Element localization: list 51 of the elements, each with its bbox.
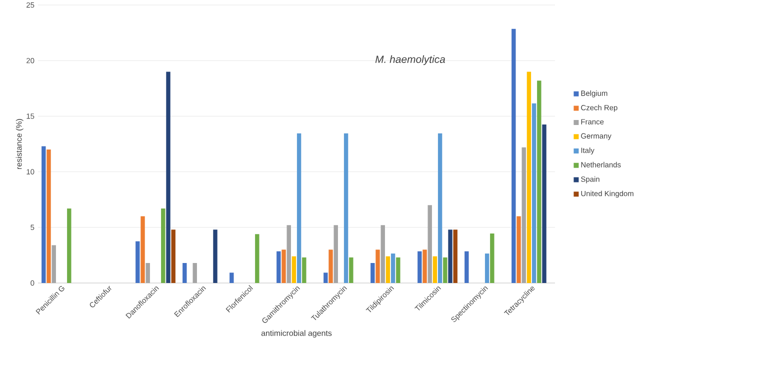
bar [230, 272, 234, 283]
bar [453, 230, 458, 283]
bar [161, 208, 166, 283]
bar [46, 150, 51, 283]
bar [282, 250, 286, 283]
bar [448, 230, 452, 283]
bar [213, 230, 218, 283]
bar [255, 234, 260, 283]
bar [42, 146, 46, 283]
bar [432, 256, 438, 283]
bar [334, 225, 338, 283]
bar [522, 147, 526, 283]
bar [512, 28, 516, 283]
text: M. haemolytica [375, 55, 446, 66]
bar [526, 72, 532, 283]
bar [296, 133, 302, 283]
bar [52, 245, 56, 283]
bar [422, 250, 427, 283]
bar [171, 230, 176, 283]
bar [386, 256, 390, 283]
bar [396, 257, 400, 283]
bar [484, 254, 490, 283]
bar [516, 216, 521, 283]
bar [286, 225, 291, 283]
bar [443, 257, 448, 283]
bar [370, 262, 375, 283]
bar [302, 257, 306, 283]
bar [292, 256, 296, 283]
bar [390, 254, 396, 283]
bar [146, 262, 150, 283]
bar [428, 205, 432, 283]
bar [166, 72, 170, 283]
bar [67, 208, 72, 283]
bar [324, 272, 328, 283]
bar [276, 251, 281, 283]
bar [542, 124, 546, 283]
bar [537, 80, 542, 283]
bar [380, 225, 385, 283]
bar [344, 133, 348, 283]
bar [490, 234, 494, 283]
bar [418, 251, 422, 283]
bar [136, 241, 140, 283]
bar [349, 257, 354, 283]
bar [464, 251, 469, 283]
bar [192, 262, 197, 283]
bar [140, 216, 145, 283]
bar [182, 262, 187, 283]
bar [532, 103, 536, 283]
bar [376, 250, 380, 283]
bar [328, 250, 333, 283]
bar [438, 133, 442, 283]
